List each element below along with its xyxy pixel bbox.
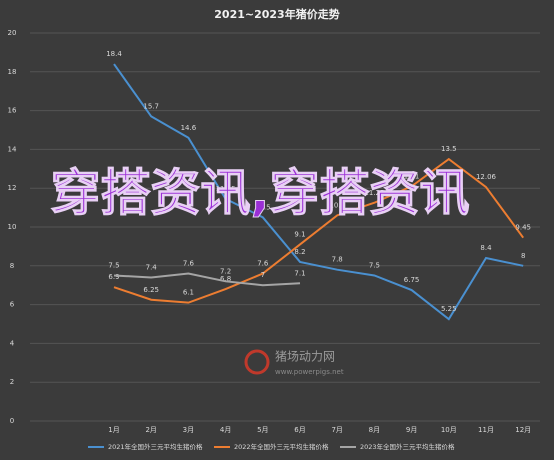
y-tick-label: 16 (8, 107, 17, 115)
data-label: 12.1 (404, 172, 420, 180)
data-label: 18.4 (106, 50, 122, 58)
x-tick-label: 1月 (108, 426, 119, 434)
data-label: 9.1 (294, 230, 305, 238)
y-tick-label: 14 (8, 145, 17, 153)
data-label: 15.7 (143, 102, 159, 110)
data-label: 11.25 (364, 189, 384, 197)
data-label: 7.5 (108, 262, 119, 270)
data-label: 7.5 (369, 262, 380, 270)
x-tick-label: 6月 (294, 426, 305, 434)
grid (30, 32, 540, 422)
data-label: 7.4 (146, 263, 158, 271)
x-tick-label: 8月 (369, 426, 380, 434)
data-label: 9.45 (515, 224, 531, 232)
data-label: 7 (261, 271, 265, 279)
y-tick-label: 10 (8, 223, 17, 231)
data-label: 7.6 (183, 260, 195, 268)
series-line (113, 272, 301, 287)
data-label: 5.25 (441, 305, 457, 313)
logo-url: www.powerpigs.net (275, 368, 344, 376)
y-tick-label: 6 (10, 301, 15, 309)
data-label: 7.1 (294, 269, 305, 277)
data-label: 8.4 (480, 244, 492, 252)
logo: 猪场动力网 www.powerpigs.net (244, 349, 344, 376)
data-label: 7.2 (220, 267, 231, 275)
y-tick-label: 2 (10, 378, 14, 386)
watermark: 穿搭资讯,穿搭资讯 (50, 164, 470, 223)
x-tick-label: 9月 (406, 426, 417, 434)
data-label: 7.8 (332, 256, 343, 264)
y-tick-label: 0 (10, 417, 14, 425)
data-label: 11.45 (216, 185, 236, 193)
data-label: 12.06 (476, 173, 497, 181)
data-label: 6.1 (183, 289, 194, 297)
x-tick-label: 10月 (441, 426, 457, 434)
data-label: 8.2 (294, 248, 305, 256)
legend-label: 2023年全国外三元平均生猪价格 (360, 442, 455, 451)
y-tick-label: 20 (8, 29, 17, 37)
data-label: 6.9 (108, 273, 119, 281)
series-line (113, 157, 525, 304)
x-tick-label: 11月 (478, 426, 494, 434)
data-label: 13.5 (441, 145, 457, 153)
x-tick-label: 3月 (183, 426, 194, 434)
data-label: 6.25 (143, 286, 159, 294)
chart-title: 2021~2023年猪价走势 (214, 7, 339, 21)
data-label: 6.75 (404, 276, 420, 284)
legend-label: 2021年全国外三元平均生猪价格 (108, 442, 203, 451)
x-tick-label: 4月 (220, 426, 231, 434)
data-label: 7.6 (257, 260, 269, 268)
legend-label: 2022年全国外三元平均生猪价格 (234, 442, 329, 451)
data-label: 10.6 (329, 201, 345, 209)
y-tick-label: 4 (10, 339, 15, 347)
data-label: 6.8 (220, 275, 231, 283)
logo-text: 猪场动力网 (275, 350, 335, 364)
y-tick-label: 8 (10, 262, 14, 270)
data-label: 8 (521, 252, 525, 260)
y-tick-label: 18 (8, 68, 17, 76)
x-tick-label: 12月 (515, 426, 531, 434)
data-label: 14.6 (181, 124, 197, 132)
x-tick-label: 2月 (145, 426, 156, 434)
logo-icon (244, 349, 270, 375)
x-tick-label: 5月 (257, 426, 268, 434)
x-tick-label: 7月 (331, 426, 342, 434)
series-line (113, 63, 524, 321)
y-tick-label: 12 (8, 184, 17, 192)
data-label: 10.5 (255, 203, 271, 211)
